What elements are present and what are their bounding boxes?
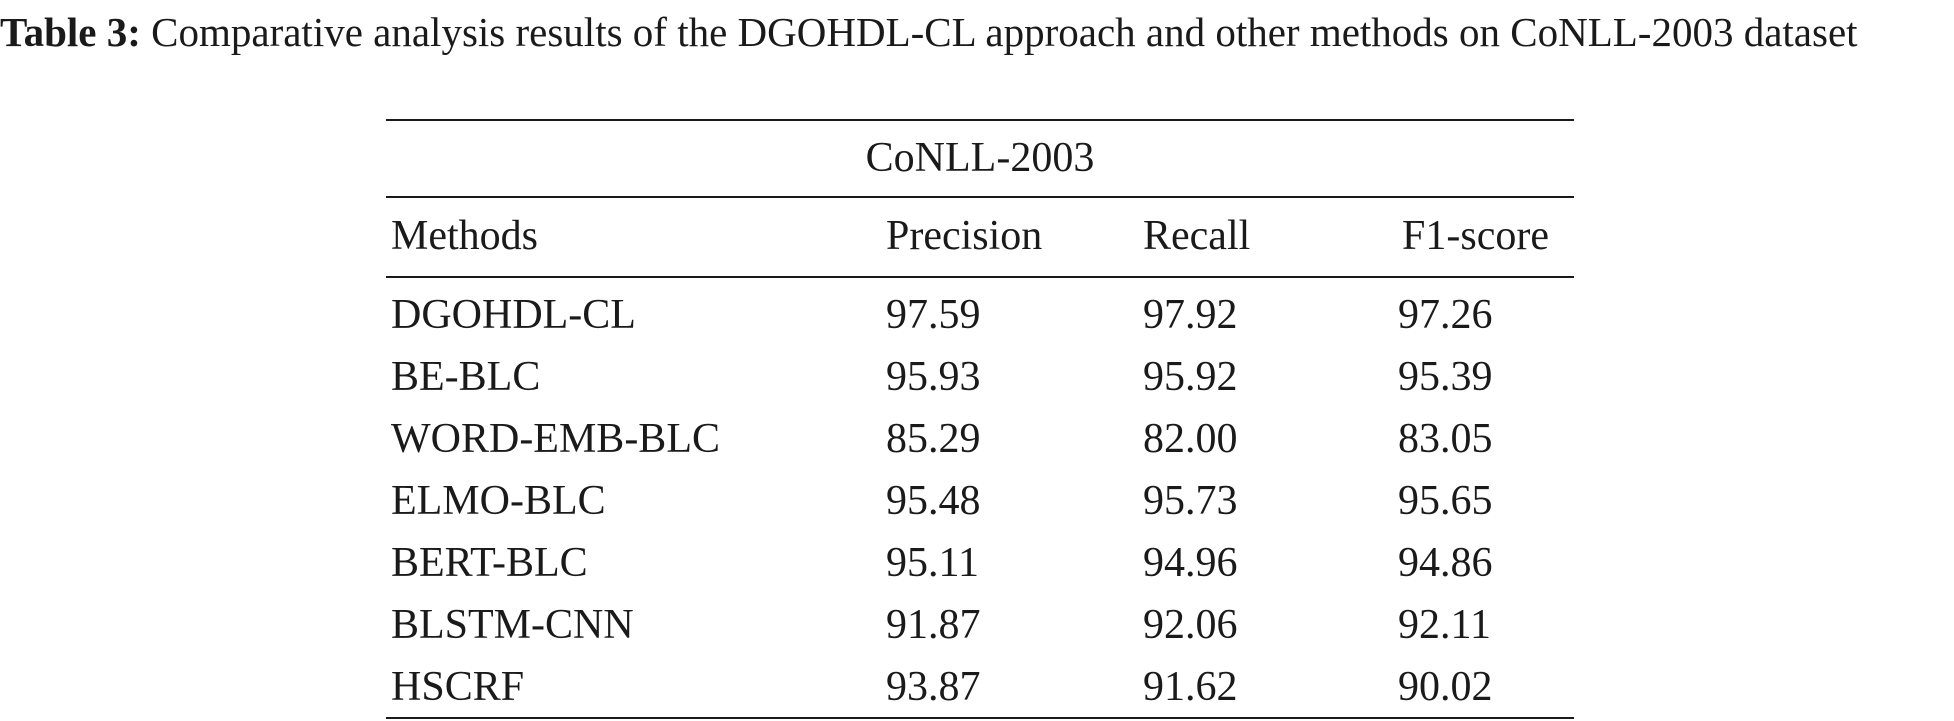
method-cell: WORD-EMB-BLC <box>391 416 720 462</box>
column-header-methods: Methods <box>391 213 538 259</box>
table-row: WORD-EMB-BLC 85.29 82.00 83.05 <box>386 408 1574 470</box>
f1-score-cell: 95.39 <box>1398 354 1493 400</box>
method-cell: HSCRF <box>391 664 525 710</box>
precision-cell: 95.11 <box>886 540 979 586</box>
dataset-header: CoNLL-2003 <box>865 135 1095 181</box>
recall-cell: 91.62 <box>1143 664 1238 710</box>
table-row: BE-BLC 95.93 95.92 95.39 <box>386 346 1574 408</box>
method-cell: BE-BLC <box>391 354 541 400</box>
f1-score-cell: 97.26 <box>1398 292 1493 338</box>
table-row: BLSTM-CNN 91.87 92.06 92.11 <box>386 594 1574 656</box>
precision-cell: 95.93 <box>886 354 981 400</box>
table-header-rule <box>386 276 1574 278</box>
method-cell: ELMO-BLC <box>391 478 606 524</box>
recall-cell: 94.96 <box>1143 540 1238 586</box>
caption-label: Table 3: <box>0 9 141 55</box>
column-header-recall: Recall <box>1143 213 1251 259</box>
table-top-rule <box>386 119 1574 121</box>
precision-cell: 93.87 <box>886 664 981 710</box>
f1-score-cell: 95.65 <box>1398 478 1493 524</box>
table-row: BERT-BLC 95.11 94.96 94.86 <box>386 532 1574 594</box>
method-cell: BERT-BLC <box>391 540 588 586</box>
caption-text: Comparative analysis results of the DGOH… <box>151 9 1858 55</box>
method-cell: BLSTM-CNN <box>391 602 634 648</box>
table-row: ELMO-BLC 95.48 95.73 95.65 <box>386 470 1574 532</box>
table-row: HSCRF 93.87 91.62 90.02 <box>386 656 1574 718</box>
recall-cell: 82.00 <box>1143 416 1238 462</box>
precision-cell: 95.48 <box>886 478 981 524</box>
table-header-row: Methods Precision Recall F1-score <box>386 205 1574 267</box>
f1-score-cell: 92.11 <box>1398 602 1491 648</box>
f1-score-cell: 83.05 <box>1398 416 1493 462</box>
table-bottom-rule <box>386 717 1574 719</box>
recall-cell: 95.92 <box>1143 354 1238 400</box>
table-row: DGOHDL-CL 97.59 97.92 97.26 <box>386 284 1574 346</box>
table-mid-rule <box>386 196 1574 198</box>
table-caption: Table 3: Comparative analysis results of… <box>0 6 1954 58</box>
precision-cell: 91.87 <box>886 602 981 648</box>
column-header-f1-score: F1-score <box>1402 213 1549 259</box>
f1-score-cell: 90.02 <box>1398 664 1493 710</box>
f1-score-cell: 94.86 <box>1398 540 1493 586</box>
recall-cell: 92.06 <box>1143 602 1238 648</box>
column-header-precision: Precision <box>886 213 1043 259</box>
precision-cell: 85.29 <box>886 416 981 462</box>
precision-cell: 97.59 <box>886 292 981 338</box>
recall-cell: 97.92 <box>1143 292 1238 338</box>
recall-cell: 95.73 <box>1143 478 1238 524</box>
method-cell: DGOHDL-CL <box>391 292 636 338</box>
